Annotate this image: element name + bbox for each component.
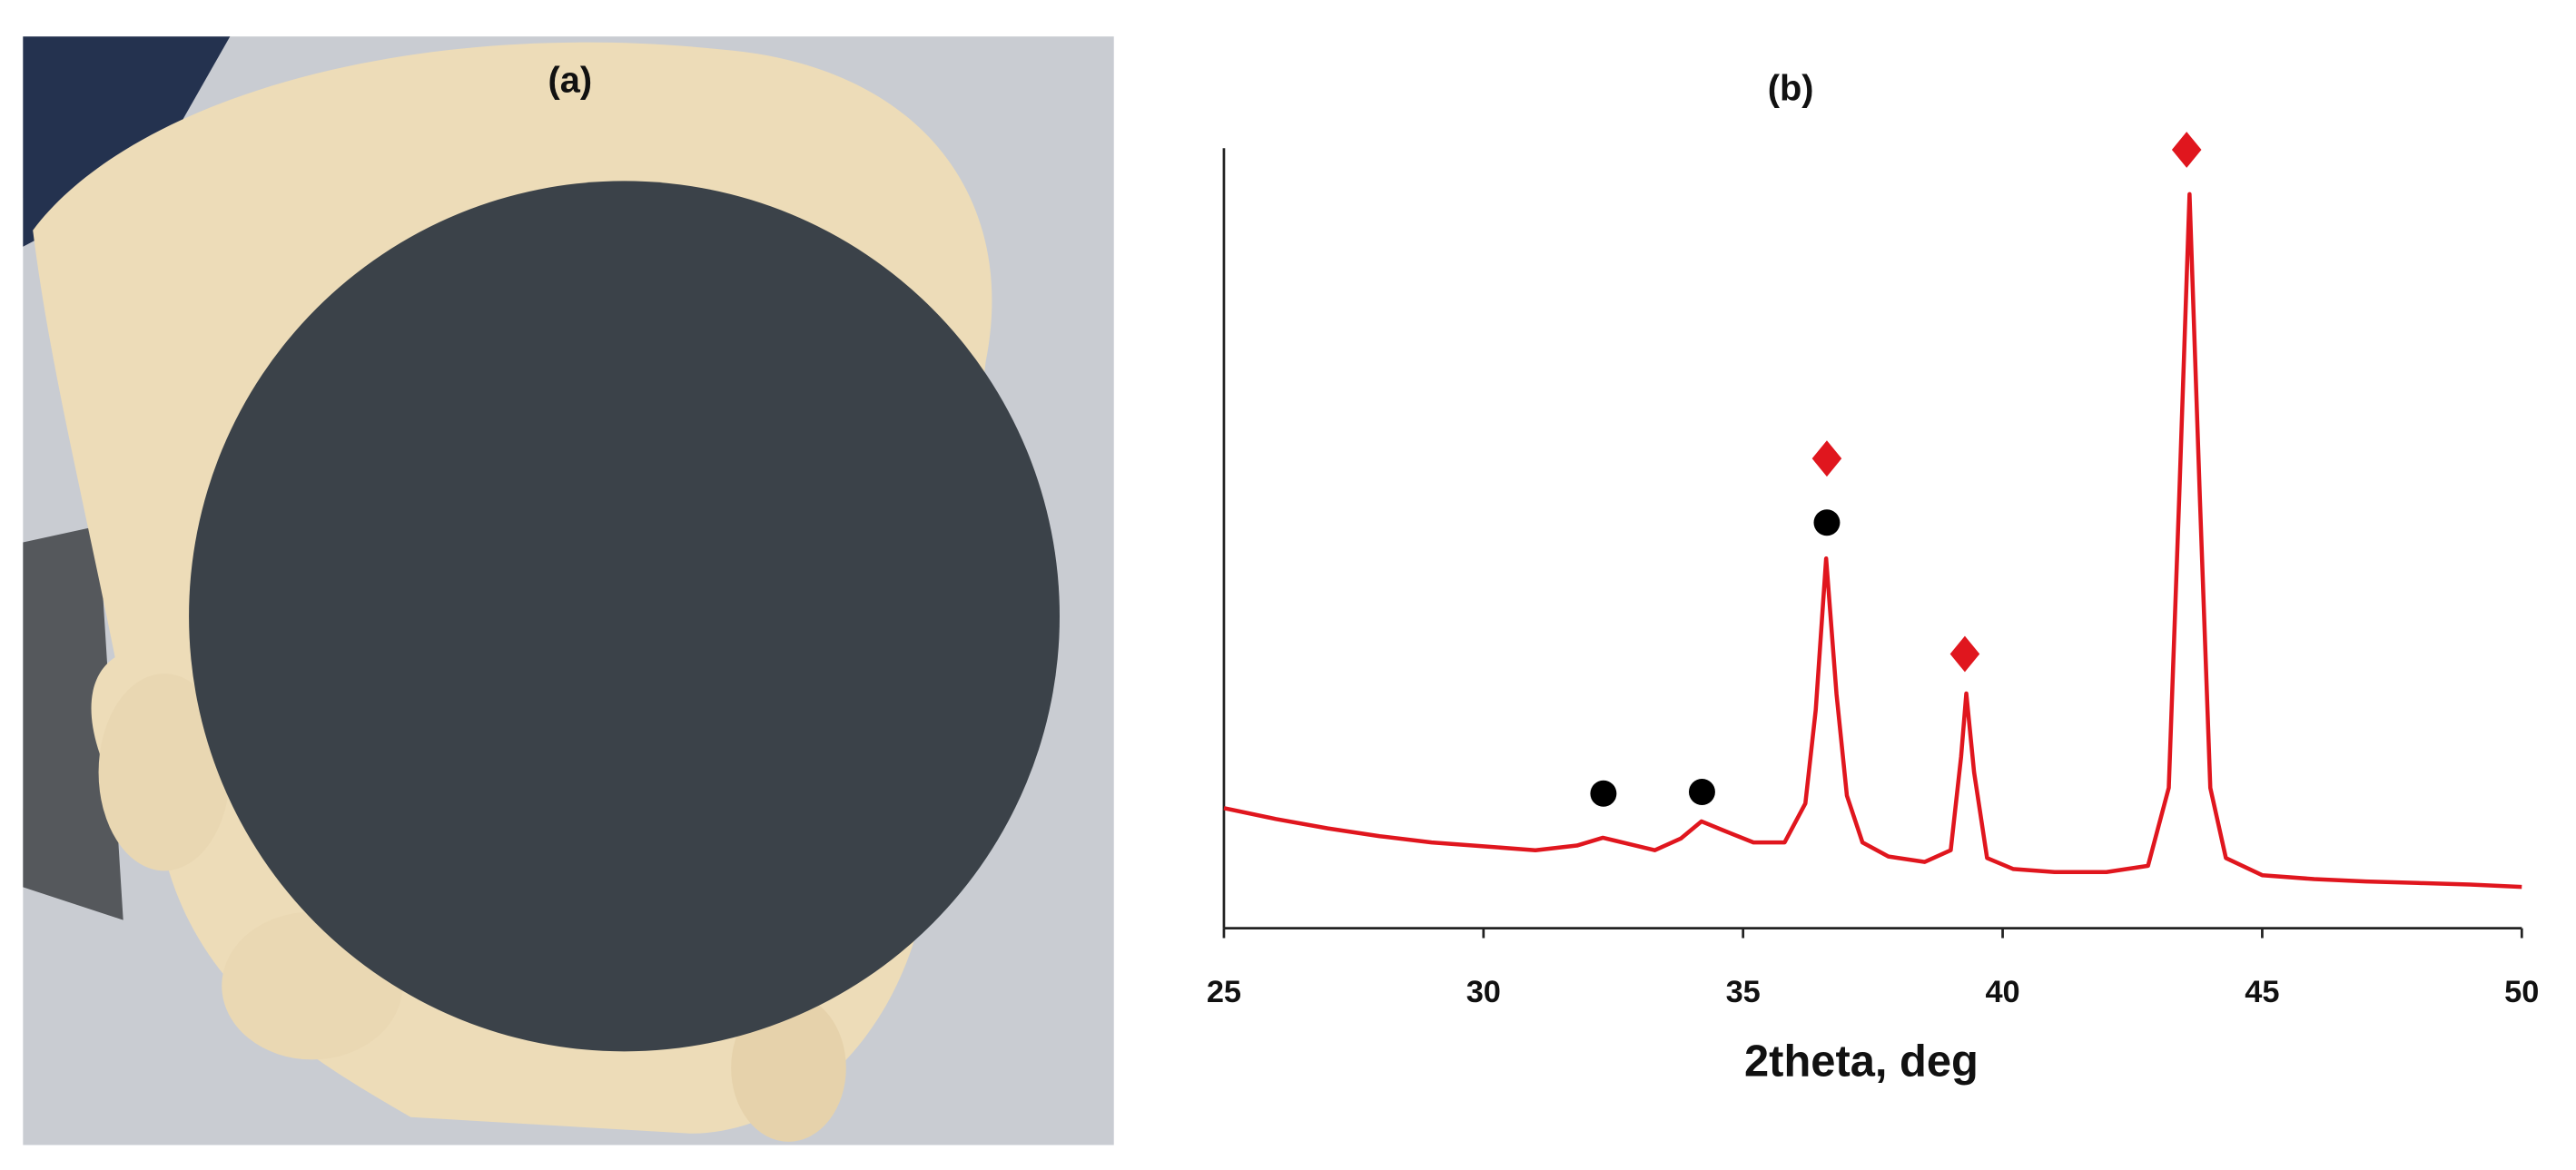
x-tick-label: 35 [1726,975,1761,1009]
diamond-marker [1949,635,1980,673]
x-axis-label: 2theta, deg [1744,1037,1979,1086]
line-series [1223,192,2522,890]
x-tick-label: 50 [2504,975,2539,1009]
x-tick-label: 25 [1207,975,1241,1009]
photo: (a) [23,36,1114,1145]
circle-marker [1813,509,1841,536]
circle-marker [1590,780,1617,807]
panel-label: (a) [548,60,593,100]
x-tick-label: 40 [1985,975,2019,1009]
x-tick-label: 30 [1466,975,1501,1009]
annotations [1590,132,2202,807]
x-tick-label: 45 [2245,975,2279,1009]
diamond-marker [1811,440,1842,477]
chart-title: (b) [1768,68,1814,108]
diamond-marker [2171,132,2202,168]
circle-marker [1688,778,1715,805]
